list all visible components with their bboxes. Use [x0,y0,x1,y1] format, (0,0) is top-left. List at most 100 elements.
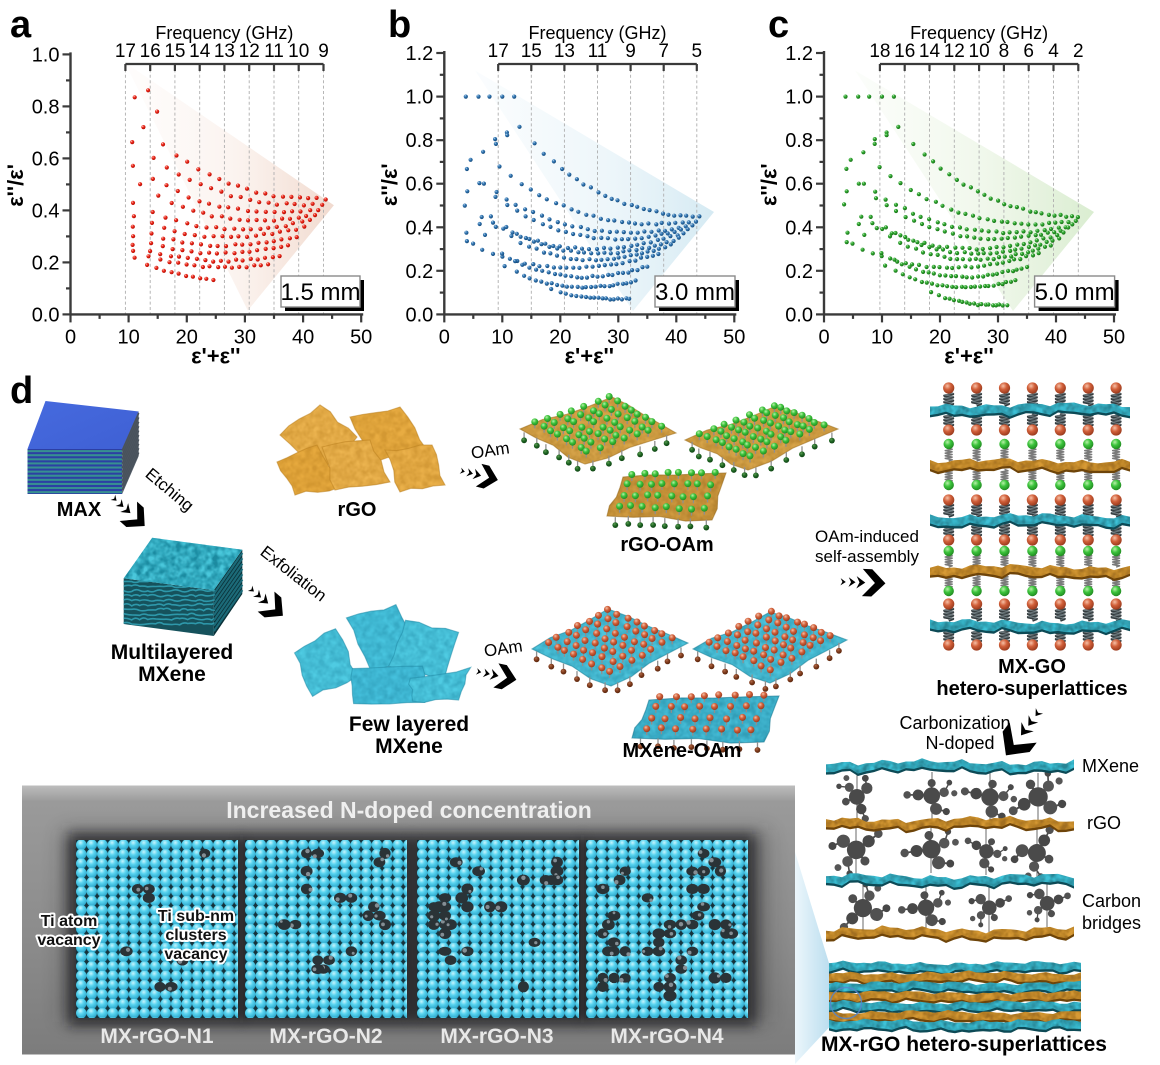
svg-text:a: a [10,4,32,46]
svg-text:13: 13 [554,41,575,62]
svg-text:17: 17 [488,41,509,62]
svg-text:MAX: MAX [57,499,102,521]
svg-text:16: 16 [140,41,161,62]
svg-text:1.0: 1.0 [785,87,813,109]
svg-text:0.2: 0.2 [32,252,60,274]
svg-text:6: 6 [1023,41,1034,62]
svg-text:vacancy: vacancy [164,946,227,963]
svg-text:1.2: 1.2 [785,43,813,65]
svg-text:clusters: clusters [165,927,226,944]
svg-text:15: 15 [164,41,185,62]
svg-text:hetero-superlattices: hetero-superlattices [936,678,1127,700]
svg-text:0.6: 0.6 [405,174,433,196]
svg-text:40: 40 [292,326,314,348]
svg-text:12: 12 [239,41,260,62]
svg-text:MX-rGO-N3: MX-rGO-N3 [440,1025,553,1048]
svg-text:d: d [10,370,33,412]
svg-text:0.4: 0.4 [785,217,813,239]
svg-text:0.8: 0.8 [405,130,433,152]
svg-text:11: 11 [264,41,284,62]
svg-text:Frequency (GHz): Frequency (GHz) [910,23,1048,43]
svg-text:2: 2 [1073,41,1084,62]
svg-text:30: 30 [234,326,256,348]
svg-text:ε'+ε'': ε'+ε'' [944,343,993,368]
svg-text:50: 50 [350,326,372,348]
svg-text:8: 8 [999,41,1010,62]
svg-text:0.6: 0.6 [785,174,813,196]
svg-text:11: 11 [588,41,608,62]
svg-text:15: 15 [521,41,542,62]
svg-text:MX-rGO-N1: MX-rGO-N1 [100,1025,213,1048]
svg-text:5: 5 [692,41,703,62]
svg-text:0.8: 0.8 [32,96,60,118]
svg-text:c: c [768,4,789,46]
svg-text:Carbonization: Carbonization [899,713,1010,733]
svg-text:Frequency (GHz): Frequency (GHz) [528,23,666,43]
svg-text:3.0 mm: 3.0 mm [655,279,735,306]
svg-text:18: 18 [869,41,890,62]
svg-text:9: 9 [625,41,636,62]
svg-text:MX-GO: MX-GO [998,656,1066,678]
svg-text:0.6: 0.6 [32,148,60,170]
svg-text:40: 40 [665,326,687,348]
svg-text:1.5 mm: 1.5 mm [280,279,360,306]
svg-text:10: 10 [288,41,309,62]
svg-text:10: 10 [117,326,139,348]
svg-text:Frequency (GHz): Frequency (GHz) [155,23,293,43]
svg-text:ε''/ε': ε''/ε' [3,164,28,207]
svg-text:0.4: 0.4 [405,217,433,239]
svg-text:rGO-OAm: rGO-OAm [620,534,713,556]
svg-text:Carbon: Carbon [1082,891,1141,911]
svg-text:30: 30 [987,326,1009,348]
svg-text:9: 9 [318,41,329,62]
svg-text:Ti atom: Ti atom [41,913,98,930]
svg-text:0: 0 [818,326,829,348]
svg-text:16: 16 [894,41,915,62]
svg-text:0.8: 0.8 [785,130,813,152]
svg-text:4: 4 [1048,41,1059,62]
svg-text:1.2: 1.2 [405,43,433,65]
svg-text:rGO: rGO [338,499,377,521]
svg-text:13: 13 [214,41,235,62]
svg-text:10: 10 [491,326,513,348]
svg-text:20: 20 [549,326,571,348]
svg-text:rGO: rGO [1087,813,1121,833]
svg-text:Multilayered: Multilayered [111,641,234,664]
svg-text:vacancy: vacancy [37,932,100,949]
svg-text:OAm-induced: OAm-induced [815,527,919,546]
svg-text:MX-rGO-N4: MX-rGO-N4 [610,1025,723,1048]
svg-text:20: 20 [929,326,951,348]
svg-text:bridges: bridges [1082,913,1141,933]
svg-text:50: 50 [1103,326,1125,348]
svg-text:0.0: 0.0 [32,304,60,326]
svg-text:20: 20 [176,326,198,348]
svg-text:ε'+ε'': ε'+ε'' [565,343,614,368]
svg-text:ε''/ε': ε''/ε' [757,163,782,206]
svg-text:MXene: MXene [375,735,443,758]
svg-text:5.0 mm: 5.0 mm [1035,279,1115,306]
svg-text:0: 0 [439,326,450,348]
svg-text:1.0: 1.0 [32,44,60,66]
svg-text:MX-rGO hetero-superlattices: MX-rGO hetero-superlattices [821,1033,1107,1056]
svg-text:10: 10 [969,41,990,62]
svg-text:7: 7 [658,41,669,62]
svg-text:MXene: MXene [138,663,206,686]
svg-text:14: 14 [189,41,211,62]
svg-text:10: 10 [871,326,893,348]
svg-text:self-assembly: self-assembly [815,547,919,566]
svg-text:0: 0 [65,326,76,348]
svg-text:14: 14 [919,41,941,62]
svg-text:ε''/ε': ε''/ε' [377,163,402,206]
svg-text:MX-rGO-N2: MX-rGO-N2 [269,1025,382,1048]
svg-text:MXene: MXene [1082,756,1139,776]
svg-text:0.0: 0.0 [405,304,433,326]
svg-text:N-doped: N-doped [925,733,994,753]
svg-text:ε'+ε'': ε'+ε'' [191,343,240,368]
svg-text:Few layered: Few layered [349,713,469,736]
svg-text:0.2: 0.2 [785,261,813,283]
svg-text:Increased N-doped concentratio: Increased N-doped concentration [226,797,592,823]
svg-text:MXene-OAm: MXene-OAm [623,740,742,762]
svg-text:0.4: 0.4 [32,200,60,222]
svg-text:0.2: 0.2 [405,261,433,283]
svg-text:b: b [388,4,411,46]
